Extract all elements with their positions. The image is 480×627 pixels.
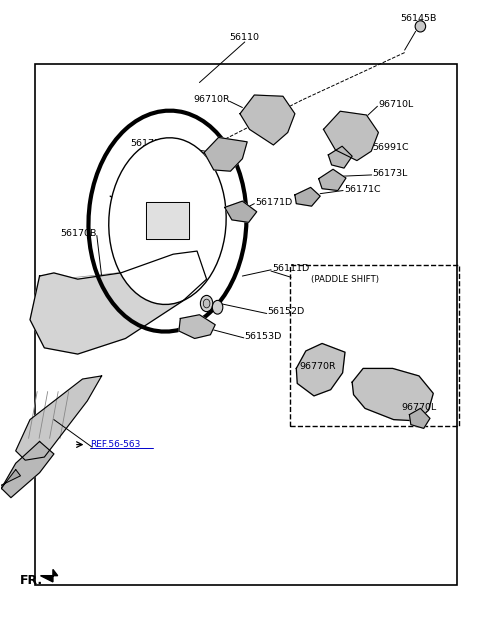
Text: 56171D: 56171D	[256, 198, 293, 207]
Polygon shape	[146, 203, 189, 239]
Text: 96770R: 96770R	[300, 362, 336, 371]
Polygon shape	[16, 376, 102, 460]
Text: 56145B: 56145B	[401, 14, 437, 23]
Polygon shape	[409, 408, 430, 428]
Ellipse shape	[203, 299, 210, 308]
Polygon shape	[352, 369, 433, 421]
Text: 56171C: 56171C	[344, 185, 381, 194]
Polygon shape	[30, 251, 206, 354]
Text: (PADDLE SHIFT): (PADDLE SHIFT)	[311, 275, 379, 284]
Bar	[35, 64, 457, 585]
Text: 56152D: 56152D	[268, 307, 305, 316]
Polygon shape	[240, 95, 295, 145]
Text: 96710L: 96710L	[378, 100, 414, 109]
Bar	[290, 265, 458, 426]
Text: REF.56-563: REF.56-563	[90, 440, 140, 449]
Text: 56991C: 56991C	[372, 143, 409, 152]
Text: 56111D: 56111D	[273, 264, 310, 273]
Polygon shape	[328, 146, 352, 168]
Polygon shape	[1, 441, 54, 498]
Polygon shape	[296, 344, 345, 396]
Ellipse shape	[200, 295, 213, 312]
Text: 96710R: 96710R	[193, 95, 229, 104]
Text: 56173L: 56173L	[372, 169, 408, 178]
Text: 56170B: 56170B	[60, 229, 97, 238]
Ellipse shape	[109, 138, 226, 305]
Text: 96770L: 96770L	[401, 403, 436, 412]
Text: 56110: 56110	[230, 33, 260, 42]
Text: 56153D: 56153D	[245, 332, 282, 341]
Polygon shape	[319, 169, 346, 191]
Polygon shape	[204, 137, 247, 171]
Text: 56173R: 56173R	[131, 139, 168, 148]
Polygon shape	[179, 315, 215, 339]
Polygon shape	[295, 187, 320, 206]
Ellipse shape	[212, 300, 223, 314]
Polygon shape	[40, 569, 58, 582]
Ellipse shape	[415, 21, 426, 32]
Polygon shape	[225, 201, 257, 223]
Text: FR.: FR.	[20, 574, 43, 586]
Polygon shape	[324, 111, 378, 161]
Polygon shape	[0, 470, 21, 501]
